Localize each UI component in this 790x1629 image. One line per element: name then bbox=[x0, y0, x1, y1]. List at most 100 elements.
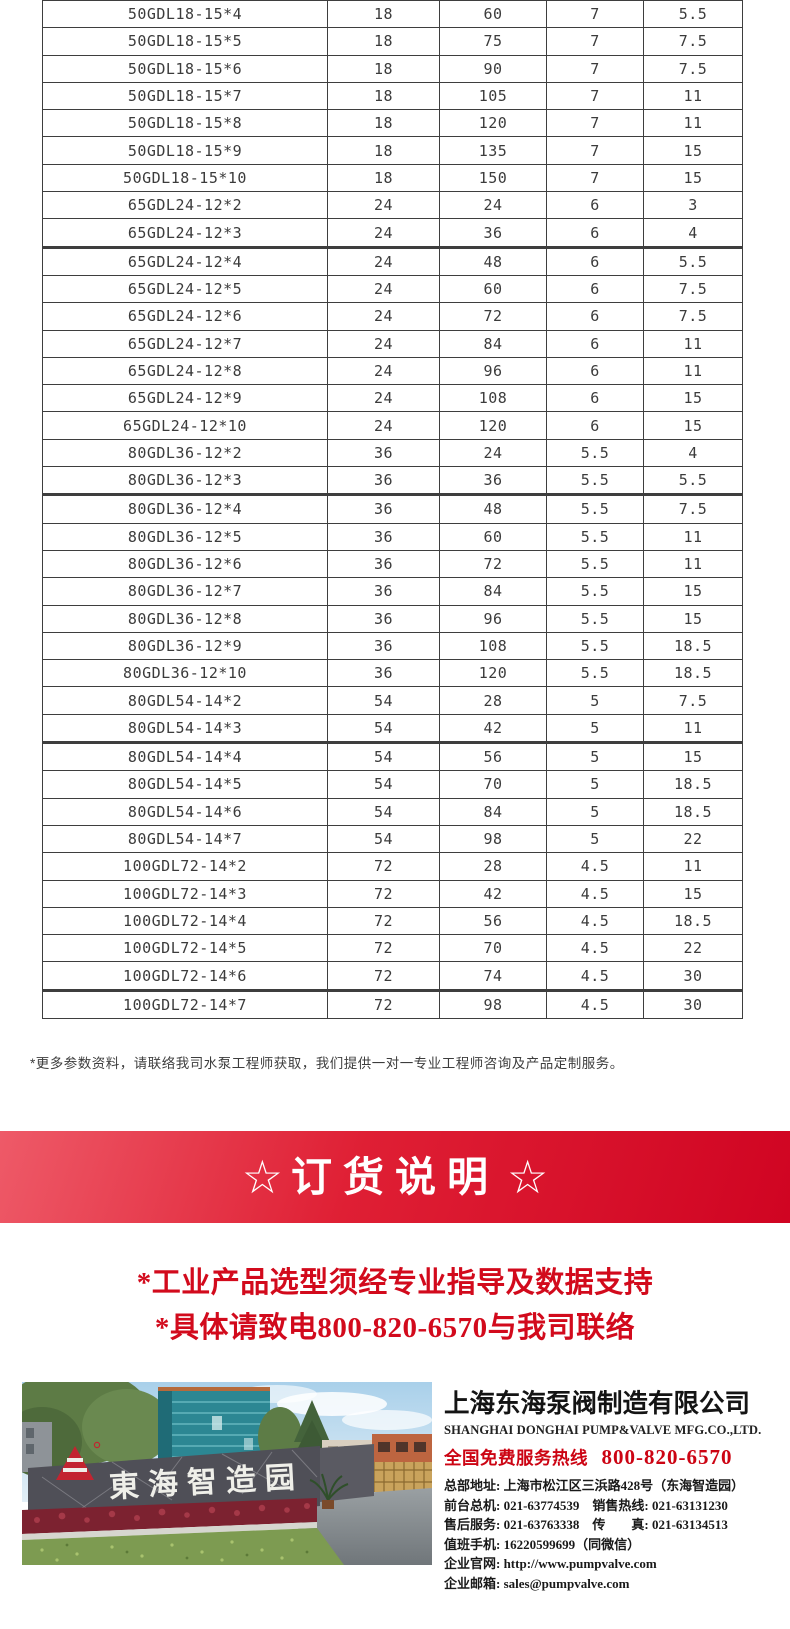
contact-line: 企业邮箱: sales@pumpvalve.com bbox=[444, 1575, 630, 1591]
value-cell: 7 bbox=[546, 163, 644, 193]
value-cell: 36 bbox=[327, 549, 440, 579]
model-cell: 100GDL72-14*2 bbox=[42, 852, 328, 881]
value-cell: 18 bbox=[327, 54, 440, 83]
model-cell: 65GDL24-12*4 bbox=[42, 246, 328, 276]
value-cell: 120 bbox=[439, 659, 547, 688]
value-cell: 6 bbox=[546, 191, 644, 220]
table-row: 80GDL36-12*9 36 108 5.5 18.5 bbox=[42, 631, 743, 661]
table-row: 65GDL24-12*2 24 24 6 3 bbox=[42, 191, 743, 220]
service-hotline: 全国免费服务热线 800-820-6570 bbox=[444, 1445, 790, 1470]
model-cell: 80GDL36-12*2 bbox=[42, 438, 328, 468]
value-cell: 11 bbox=[643, 356, 743, 386]
value-cell: 18.5 bbox=[643, 631, 743, 661]
value-cell: 36 bbox=[327, 466, 440, 497]
value-cell: 5 bbox=[546, 797, 644, 826]
value-cell: 11 bbox=[643, 329, 743, 358]
value-cell: 36 bbox=[327, 522, 440, 551]
value-cell: 24 bbox=[327, 274, 440, 304]
model-cell: 80GDL36-12*5 bbox=[42, 522, 328, 551]
model-cell: 65GDL24-12*2 bbox=[42, 191, 328, 220]
model-cell: 100GDL72-14*4 bbox=[42, 906, 328, 936]
value-cell: 18.5 bbox=[643, 906, 743, 936]
model-cell: 50GDL18-15*9 bbox=[42, 136, 328, 165]
spec-table: 50GDL18-15*4 18 60 7 5.5 50GDL18-15*5 18 75 7 7.5… bbox=[42, 0, 743, 1019]
value-cell: 4.5 bbox=[546, 852, 644, 881]
table-row: 80GDL36-12*4 36 48 5.5 7.5 bbox=[42, 494, 743, 524]
value-cell: 30 bbox=[643, 989, 743, 1019]
value-cell: 24 bbox=[439, 191, 547, 220]
notice-line-phone: *具体请致电800-820-6570与我司联络 bbox=[154, 1312, 636, 1344]
value-cell: 15 bbox=[643, 879, 743, 908]
value-cell: 15 bbox=[643, 411, 743, 440]
value-cell: 24 bbox=[327, 191, 440, 220]
table-row: 80GDL54-14*6 54 84 5 18.5 bbox=[42, 797, 743, 826]
value-cell: 120 bbox=[439, 109, 547, 138]
value-cell: 6 bbox=[546, 246, 644, 276]
value-cell: 120 bbox=[439, 411, 547, 440]
value-cell: 18 bbox=[327, 163, 440, 193]
value-cell: 5.5 bbox=[546, 494, 644, 524]
donghai-logo-icon bbox=[56, 1441, 101, 1480]
star-right-icon: ☆ bbox=[507, 1151, 549, 1203]
value-cell: 4.5 bbox=[546, 879, 644, 908]
value-cell: 105 bbox=[439, 81, 547, 111]
value-cell: 108 bbox=[439, 384, 547, 413]
value-cell: 72 bbox=[439, 302, 547, 331]
model-cell: 80GDL36-12*4 bbox=[42, 494, 328, 524]
value-cell: 4.5 bbox=[546, 906, 644, 936]
value-cell: 72 bbox=[327, 852, 440, 881]
table-row: 50GDL18-15*10 18 150 7 15 bbox=[42, 163, 743, 193]
value-cell: 15 bbox=[643, 384, 743, 413]
value-cell: 5.5 bbox=[546, 577, 644, 606]
table-row: 80GDL36-12*10 36 120 5.5 18.5 bbox=[42, 659, 743, 688]
value-cell: 36 bbox=[327, 577, 440, 606]
model-cell: 80GDL36-12*10 bbox=[42, 659, 328, 688]
table-row: 80GDL54-14*5 54 70 5 18.5 bbox=[42, 770, 743, 799]
hotline-label: 全国免费服务热线 bbox=[444, 1448, 588, 1468]
value-cell: 84 bbox=[439, 797, 547, 826]
value-cell: 7.5 bbox=[643, 494, 743, 524]
value-cell: 5.5 bbox=[546, 604, 644, 633]
footer-info: 上海东海泵阀制造有限公司 SHANGHAI DONGHAI PUMP&VALVE… bbox=[444, 1383, 790, 1594]
value-cell: 5.5 bbox=[546, 466, 644, 497]
value-cell: 7 bbox=[546, 81, 644, 111]
table-row: 50GDL18-15*9 18 135 7 15 bbox=[42, 136, 743, 165]
model-cell: 80GDL36-12*8 bbox=[42, 604, 328, 633]
value-cell: 3 bbox=[643, 191, 743, 220]
value-cell: 84 bbox=[439, 329, 547, 358]
value-cell: 108 bbox=[439, 631, 547, 661]
value-cell: 70 bbox=[439, 770, 547, 799]
model-cell: 65GDL24-12*8 bbox=[42, 356, 328, 386]
value-cell: 5 bbox=[546, 770, 644, 799]
facility-photo: 東海智造园 bbox=[22, 1382, 432, 1565]
order-banner: ☆ 订货说明 ☆ bbox=[0, 1131, 790, 1223]
value-cell: 11 bbox=[643, 109, 743, 138]
value-cell: 60 bbox=[439, 0, 547, 29]
model-cell: 80GDL36-12*3 bbox=[42, 466, 328, 497]
value-cell: 28 bbox=[439, 852, 547, 881]
table-row: 80GDL36-12*8 36 96 5.5 15 bbox=[42, 604, 743, 633]
value-cell: 5 bbox=[546, 824, 644, 854]
value-cell: 7.5 bbox=[643, 54, 743, 83]
model-cell: 50GDL18-15*7 bbox=[42, 81, 328, 111]
contact-line: 前台总机: 021-63774539 销售热线: 021-63131230 bbox=[444, 1497, 728, 1513]
value-cell: 18 bbox=[327, 81, 440, 111]
value-cell: 54 bbox=[327, 797, 440, 826]
value-cell: 54 bbox=[327, 742, 440, 772]
value-cell: 7 bbox=[546, 0, 644, 29]
value-cell: 11 bbox=[643, 549, 743, 579]
value-cell: 6 bbox=[546, 302, 644, 331]
value-cell: 7 bbox=[546, 109, 644, 138]
value-cell: 135 bbox=[439, 136, 547, 165]
table-row: 100GDL72-14*6 72 74 4.5 30 bbox=[42, 961, 743, 992]
value-cell: 70 bbox=[439, 934, 547, 963]
value-cell: 15 bbox=[643, 163, 743, 193]
banner-title: 订货说明 bbox=[291, 1154, 499, 1200]
value-cell: 6 bbox=[546, 329, 644, 358]
value-cell: 15 bbox=[643, 577, 743, 606]
value-cell: 7 bbox=[546, 54, 644, 83]
company-name-en: SHANGHAI DONGHAI PUMP&VALVE MFG.CO.,LTD. bbox=[444, 1423, 762, 1437]
value-cell: 36 bbox=[327, 438, 440, 468]
value-cell: 7 bbox=[546, 136, 644, 165]
value-cell: 5 bbox=[546, 686, 644, 715]
